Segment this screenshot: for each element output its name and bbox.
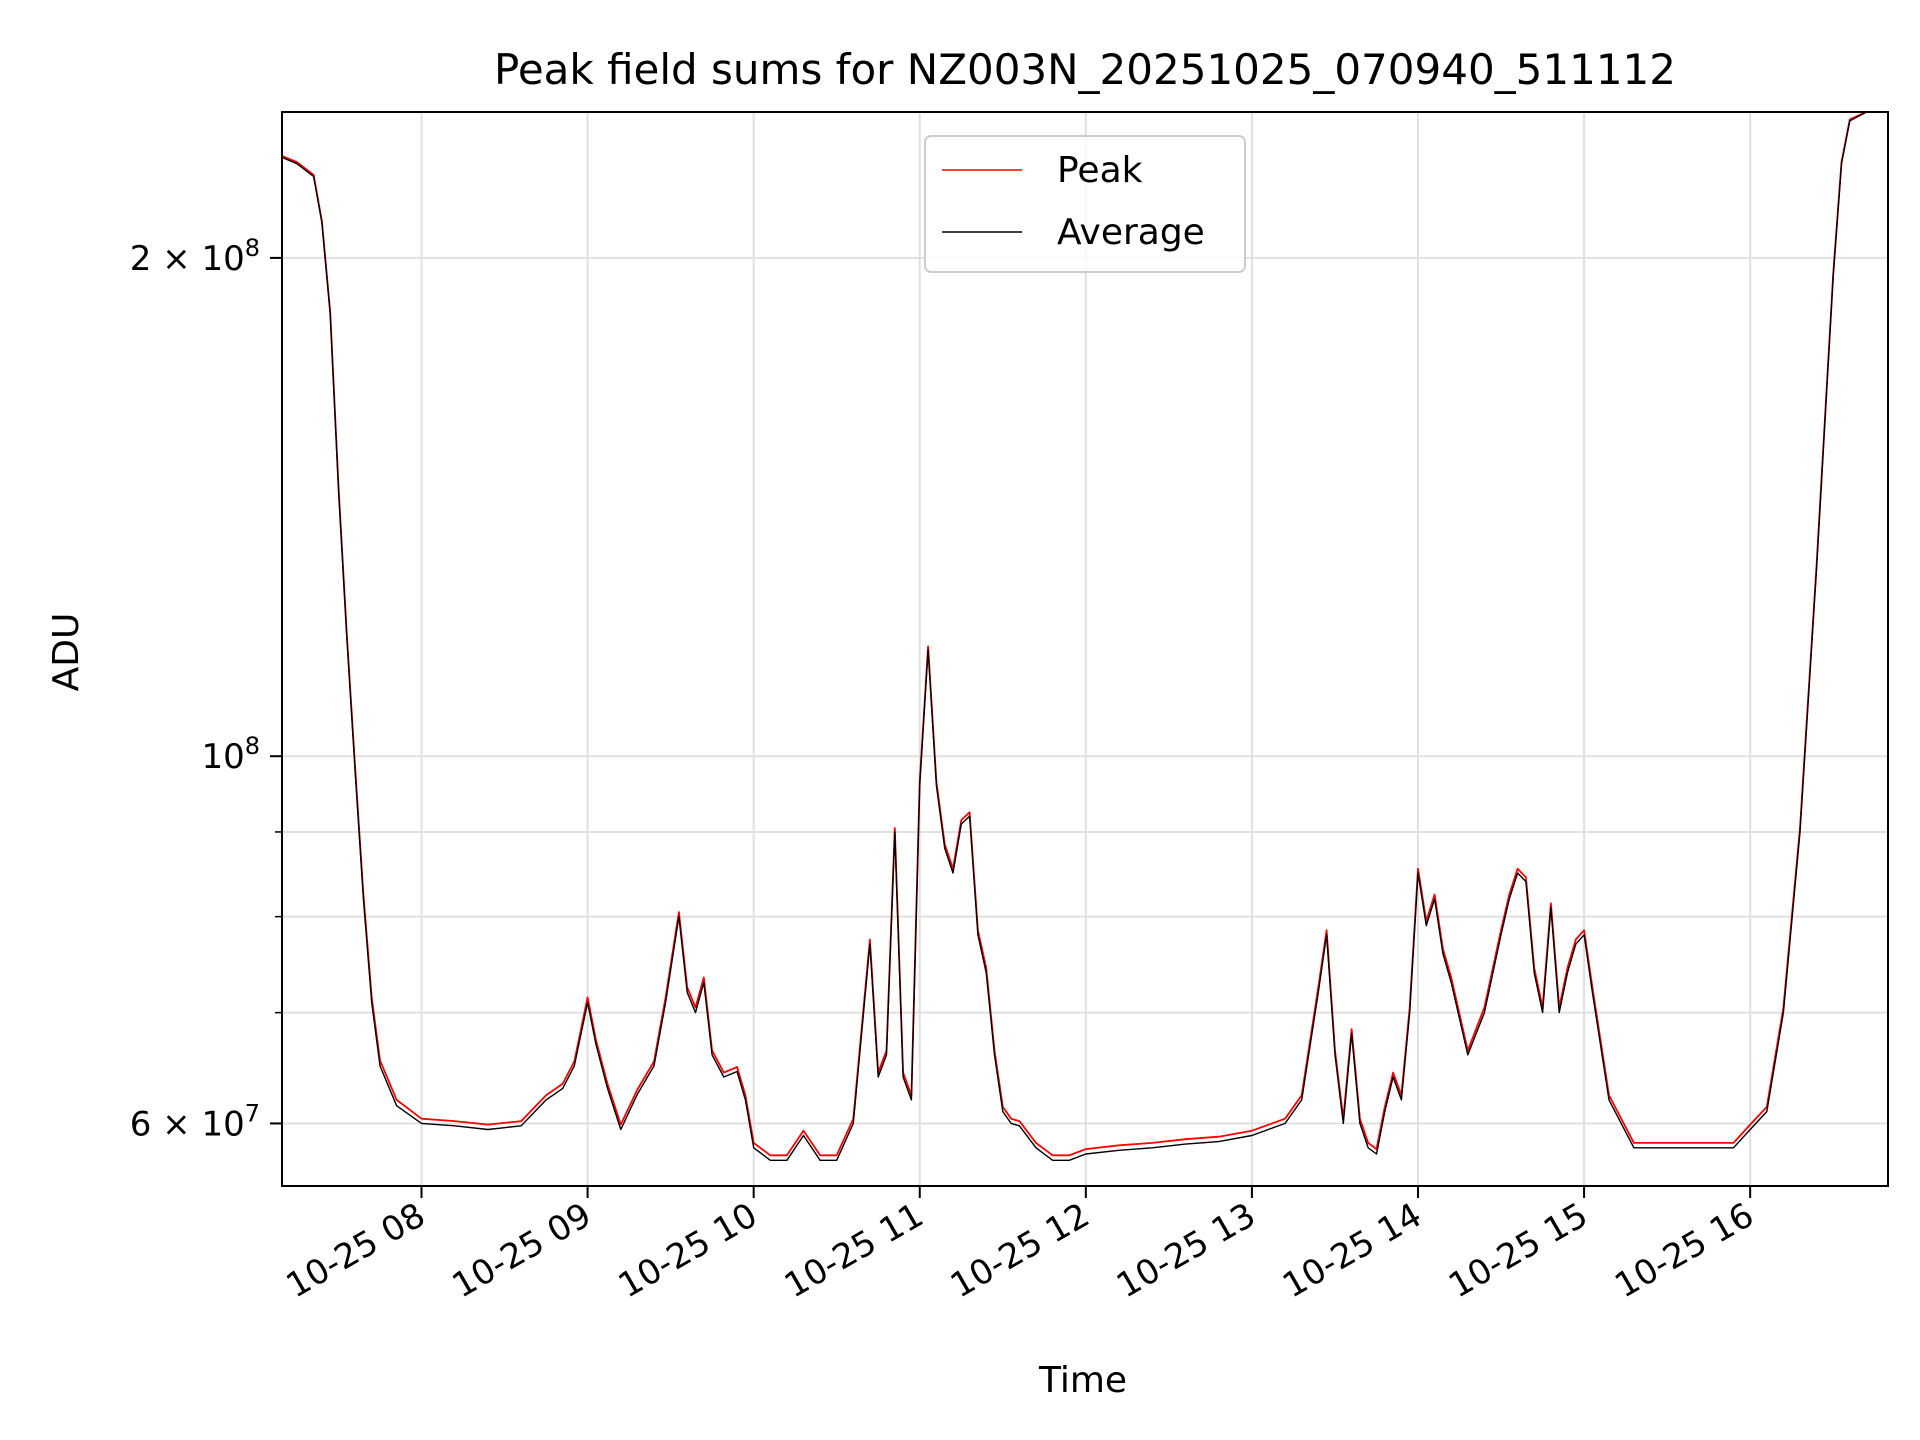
chart-title: Peak field sums for NZ003N_20251025_0709… — [494, 45, 1676, 94]
series-line-average — [281, 111, 1888, 1162]
y-tick-label: 2 × 108 — [130, 234, 260, 279]
legend: Peak Average — [924, 135, 1246, 273]
legend-label-average: Average — [1057, 212, 1205, 253]
y-axis-label: ADU — [46, 613, 87, 692]
legend-label-peak: Peak — [1057, 150, 1143, 191]
series-lines — [281, 111, 1888, 1162]
x-axis-label: Time — [1038, 1360, 1127, 1401]
y-tick-label: 6 × 107 — [130, 1099, 260, 1144]
y-tick-label: 108 — [201, 732, 260, 777]
